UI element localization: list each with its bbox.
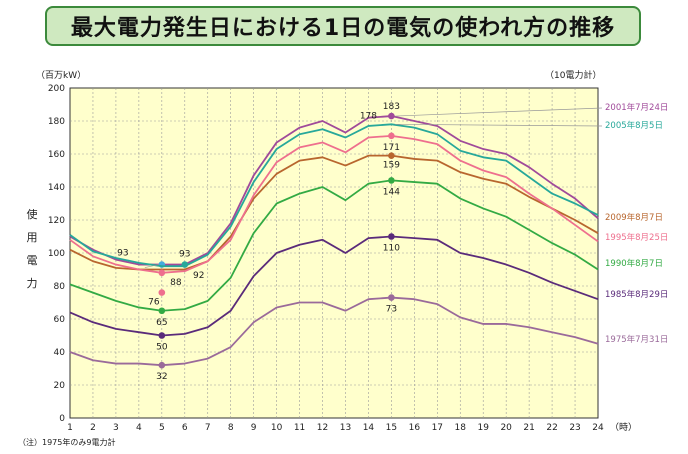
data-label: 171	[383, 143, 400, 153]
series-line	[69, 235, 599, 337]
y-axis-title-char: 用	[27, 231, 38, 244]
footnote: （注）1975年のみ9電力計	[18, 438, 116, 447]
data-point-marker	[158, 332, 166, 339]
x-tick-label: 16	[409, 423, 421, 433]
series-line	[69, 179, 599, 312]
data-point-marker	[388, 112, 395, 120]
data-point-marker	[158, 361, 166, 369]
x-tick-label: 10	[271, 423, 283, 433]
x-tick-label: 3	[113, 423, 119, 433]
data-label: 73	[386, 305, 397, 315]
x-tick-label: 17	[432, 423, 443, 433]
data-point-marker	[388, 177, 395, 184]
y-tick-label: 100	[48, 249, 65, 259]
x-tick-label: 6	[182, 423, 188, 433]
data-point-marker	[388, 233, 395, 240]
x-tick-label: 2	[90, 423, 96, 433]
data-label: 183	[383, 102, 400, 112]
x-tick-label: 11	[294, 423, 305, 433]
series-legend-label: 1995年8月25日	[605, 232, 668, 243]
y-axis-title-char: 使	[27, 208, 38, 221]
series-legend-label: 1975年7月31日	[605, 334, 668, 345]
x-tick-label: 4	[136, 423, 142, 433]
x-tick-label: 24	[592, 423, 604, 433]
y-tick-label: 180	[48, 117, 65, 127]
x-tick-label: 1	[67, 423, 73, 433]
data-label: 88	[170, 278, 182, 288]
series-legend-label: 1985年8月29日	[605, 289, 668, 300]
series-line	[69, 134, 599, 274]
y-tick-label: 160	[48, 150, 65, 160]
data-label: 32	[156, 372, 167, 382]
data-point-marker	[388, 294, 395, 301]
data-point-marker	[158, 289, 166, 296]
data-label: 50	[156, 343, 168, 353]
x-tick-label: 22	[546, 423, 557, 433]
x-tick-label: 8	[228, 423, 234, 433]
x-tick-label: 18	[455, 423, 467, 433]
series-line	[69, 123, 599, 268]
data-label: 92	[193, 271, 204, 281]
y-axis-title-char: 電	[27, 254, 38, 267]
data-label: 93	[117, 249, 128, 259]
data-label: 93	[179, 250, 190, 260]
leader-line	[144, 264, 159, 268]
x-tick-label: 23	[569, 423, 580, 433]
data-point-marker	[158, 307, 166, 315]
leader-line	[395, 107, 603, 117]
data-point-marker	[388, 152, 395, 159]
y-unit-label: （百万kW）	[36, 70, 86, 81]
y-tick-label: 80	[54, 282, 66, 292]
data-label: 110	[383, 244, 400, 254]
x-tick-label: 7	[205, 423, 211, 433]
data-label: 159	[383, 161, 400, 171]
series-legend-label: 2001年7月24日	[605, 102, 668, 113]
y-tick-label: 60	[54, 315, 66, 325]
y-tick-label: 120	[48, 216, 65, 226]
data-label: 144	[383, 187, 400, 197]
data-point-marker	[158, 269, 166, 277]
x-axis-unit: （時）	[610, 422, 637, 433]
series-line	[69, 296, 599, 367]
title-banner: 最大電力発生日における1日の電気の使われ方の推移	[45, 6, 641, 46]
data-label: 178	[360, 111, 377, 121]
x-tick-label: 5	[159, 423, 165, 433]
x-tick-label: 15	[386, 423, 397, 433]
y-tick-label: 20	[54, 381, 66, 391]
data-label: 76	[148, 298, 160, 308]
chart-title: 最大電力発生日における1日の電気の使われ方の推移	[70, 16, 616, 41]
x-tick-label: 19	[477, 423, 489, 433]
y-axis-title-char: 力	[27, 277, 38, 290]
y-tick-label: 40	[54, 348, 66, 358]
y-tick-label: 200	[48, 84, 65, 94]
x-tick-label: 20	[500, 423, 512, 433]
x-tick-label: 12	[317, 423, 328, 433]
series-legend-label: 1990年8月7日	[605, 258, 663, 269]
data-point-marker	[181, 261, 189, 268]
x-tick-label: 21	[523, 423, 534, 433]
series-legend-label: 2009年8月7日	[605, 212, 663, 223]
scope-label: （10電力計）	[545, 69, 601, 81]
x-tick-label: 13	[340, 423, 351, 433]
leader-line	[395, 123, 603, 127]
data-point-marker	[388, 132, 395, 140]
x-tick-label: 9	[251, 423, 257, 433]
y-tick-label: 0	[59, 414, 65, 424]
series-legend-label: 2005年8月5日	[605, 120, 663, 131]
data-label: 65	[156, 318, 167, 328]
y-tick-label: 140	[48, 183, 65, 193]
series-line	[69, 154, 599, 271]
x-tick-label: 14	[363, 423, 375, 433]
